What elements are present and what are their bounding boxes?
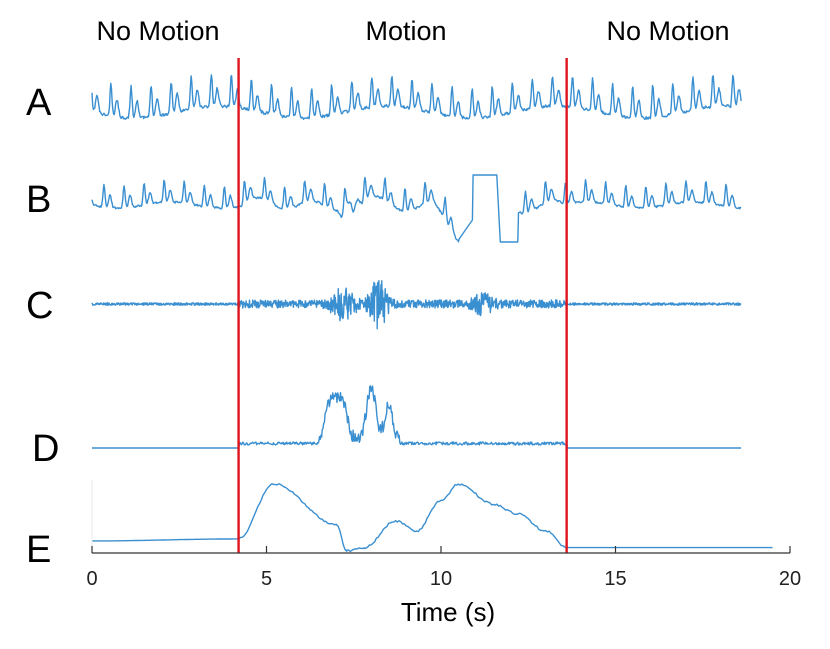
- region-label-3: No Motion: [606, 16, 729, 46]
- signal-traces: [91, 74, 773, 553]
- series-label-a: A: [26, 82, 52, 124]
- series-label-c: C: [26, 285, 53, 327]
- x-axis-label: Time (s): [401, 597, 495, 627]
- series-a-line: [91, 74, 742, 121]
- series-c-line: [91, 280, 742, 330]
- series-label-d: D: [32, 428, 59, 470]
- series-label-b: B: [26, 179, 51, 221]
- region-headers: No Motion Motion No Motion: [96, 16, 729, 46]
- series-label-e: E: [26, 529, 51, 571]
- series-b-line: [91, 174, 742, 243]
- x-tick-label: 10: [430, 568, 452, 590]
- x-tick-label: 5: [261, 568, 272, 590]
- x-tick-label: 0: [86, 568, 97, 590]
- x-tick-label: 15: [604, 568, 626, 590]
- series-labels: A B C D E: [26, 82, 59, 571]
- series-e-line: [91, 483, 773, 553]
- region-label-2: Motion: [365, 16, 446, 46]
- x-tick-label: 20: [779, 568, 801, 590]
- region-label-1: No Motion: [96, 16, 219, 46]
- series-d-line: [92, 385, 742, 449]
- x-axis: 0 5 10 15 20 Time (s): [86, 480, 801, 627]
- event-markers: [237, 58, 568, 553]
